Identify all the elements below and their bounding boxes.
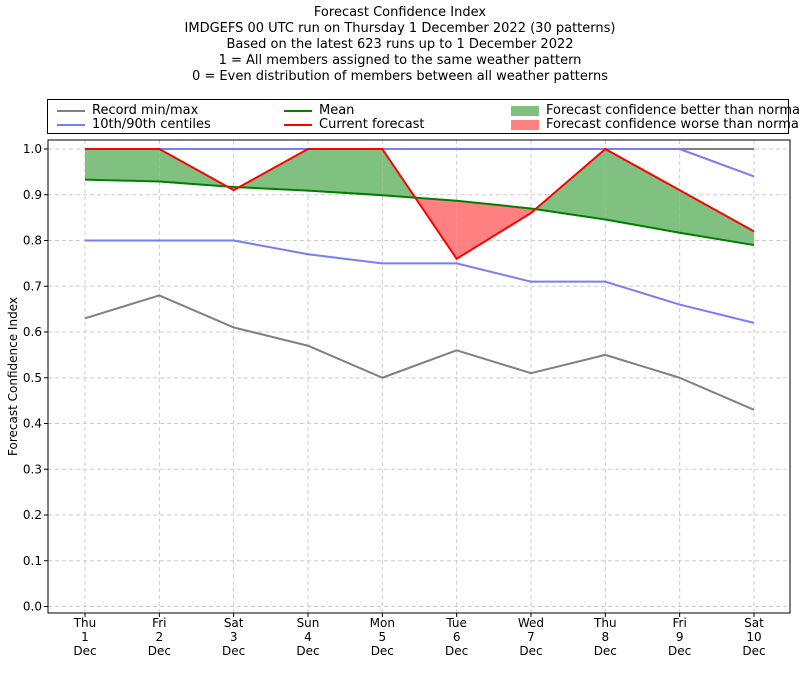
x-tick-label-9: Sat 10 Dec bbox=[742, 616, 765, 658]
fill-better-3-0 bbox=[307, 149, 383, 196]
x-tick-label-3: Sun 4 Dec bbox=[296, 616, 319, 658]
line-centile-10 bbox=[85, 239, 755, 324]
chart-subtitle-scale-max: 1 = All members assigned to the same wea… bbox=[218, 53, 582, 68]
y-tick-label-8: 0.8 bbox=[23, 234, 42, 248]
fill-better-0-0 bbox=[85, 149, 160, 182]
legend-item-worse: Forecast confidence worse than normal bbox=[511, 117, 800, 132]
line-mean bbox=[84, 178, 755, 247]
y-tick-label-7: 0.7 bbox=[23, 279, 42, 293]
line-record-min bbox=[84, 294, 755, 411]
y-tick-label-2: 0.2 bbox=[23, 508, 42, 522]
x-tick-label-0: Thu 1 Dec bbox=[73, 616, 97, 658]
legend-item-centiles: 10th/90th centiles bbox=[57, 117, 211, 132]
y-tick-label-1: 0.1 bbox=[23, 554, 42, 568]
line-current-forecast bbox=[85, 148, 755, 260]
legend-swatch-mean bbox=[284, 109, 312, 112]
fill-better-6-1 bbox=[535, 149, 606, 220]
chart-title-block: Forecast Confidence Index IMDGEFS 00 UTC… bbox=[0, 5, 800, 85]
legend-swatch-centiles bbox=[57, 123, 85, 126]
x-tick-label-8: Fri 9 Dec bbox=[668, 616, 691, 658]
legend-item-current: Current forecast bbox=[284, 117, 425, 132]
x-tick-label-4: Mon 5 Dec bbox=[370, 616, 395, 658]
chart-subtitle-runs: Based on the latest 623 runs up to 1 Dec… bbox=[226, 37, 574, 52]
legend-label-record: Record min/max bbox=[92, 103, 199, 118]
fill-better-7-0 bbox=[605, 149, 680, 233]
chart-title: Forecast Confidence Index bbox=[313, 5, 487, 20]
legend-item-record: Record min/max bbox=[57, 103, 198, 118]
legend-swatch-worse bbox=[511, 119, 539, 130]
fill-better-8-0 bbox=[679, 190, 754, 246]
x-tick-label-5: Tue 6 Dec bbox=[445, 616, 468, 658]
y-tick-label-4: 0.4 bbox=[23, 417, 42, 431]
y-tick-label-10: 1.0 bbox=[23, 142, 42, 156]
legend-swatch-current bbox=[284, 123, 312, 126]
x-tick-label-7: Thu 8 Dec bbox=[593, 616, 617, 658]
chart-legend: Record min/max 10th/90th centiles Mean C… bbox=[47, 99, 800, 134]
legend-swatch-record bbox=[57, 109, 85, 112]
legend-item-better: Forecast confidence better than normal bbox=[511, 103, 800, 118]
y-axis-label: Forecast Confidence Index bbox=[6, 297, 20, 456]
plot-frame bbox=[47, 139, 791, 614]
y-tick-label-5: 0.5 bbox=[23, 371, 42, 385]
legend-label-mean: Mean bbox=[319, 103, 355, 118]
legend-item-mean: Mean bbox=[284, 103, 354, 118]
y-tick-label-3: 0.3 bbox=[23, 462, 42, 476]
x-tick-label-1: Fri 2 Dec bbox=[148, 616, 171, 658]
legend-label-centiles: 10th/90th centiles bbox=[92, 117, 211, 132]
line-centile-90 bbox=[85, 148, 755, 178]
legend-label-worse: Forecast confidence worse than normal bbox=[546, 117, 800, 132]
fill-worse-5-0 bbox=[456, 200, 531, 259]
chart-subtitle-run: IMDGEFS 00 UTC run on Thursday 1 Decembe… bbox=[184, 21, 616, 36]
x-tick-label-2: Sat 3 Dec bbox=[222, 616, 245, 658]
y-tick-label-9: 0.9 bbox=[23, 188, 42, 202]
y-tick-label-0: 0.0 bbox=[23, 600, 42, 614]
y-tick-label-6: 0.6 bbox=[23, 325, 42, 339]
chart-subtitle-scale-min: 0 = Even distribution of members between… bbox=[191, 69, 609, 84]
legend-label-current: Current forecast bbox=[319, 117, 425, 132]
legend-label-better: Forecast confidence better than normal bbox=[546, 103, 800, 118]
x-tick-label-6: Wed 7 Dec bbox=[518, 616, 544, 658]
legend-swatch-better bbox=[511, 105, 539, 116]
